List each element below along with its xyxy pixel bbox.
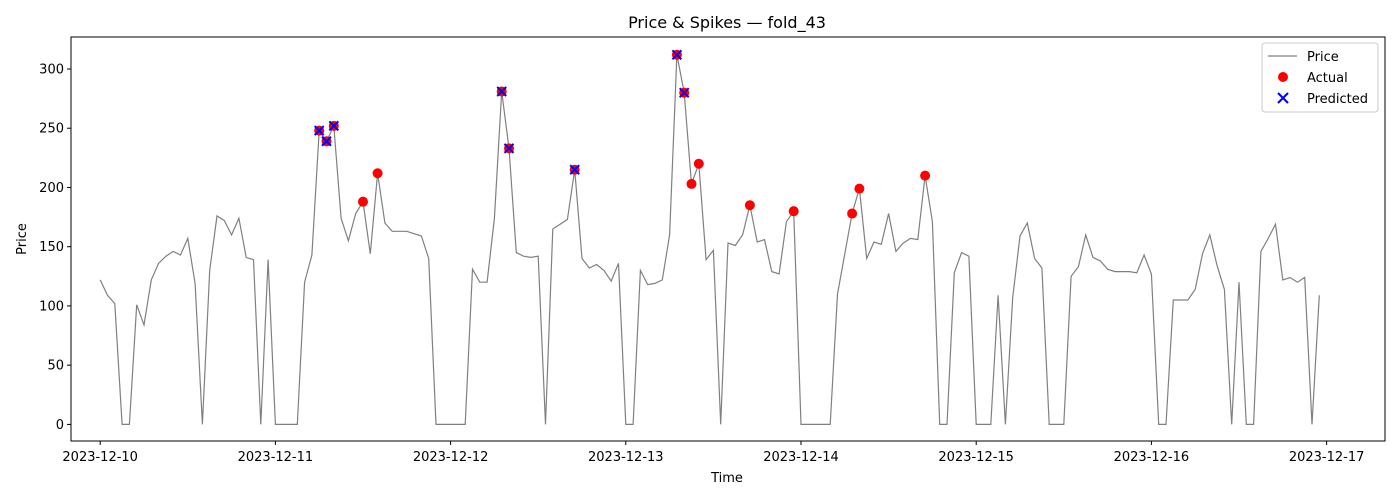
legend-predicted-label: Predicted [1307,92,1368,107]
x-axis-ticks: 2023-12-10 2023-12-11 2023-12-12 2023-12-13… [62,441,1364,465]
x-tick-label: 2023-12-12 [413,450,489,465]
actual-spike-point [920,170,931,181]
predicted-marker-stroke [321,136,332,147]
actual-spike-point [788,206,799,217]
actual-spike-point [854,183,865,194]
series-layer [99,49,1320,425]
x-tick-label: 2023-12-13 [588,450,664,465]
x-tick-label: 2023-12-16 [1114,450,1190,465]
x-axis-label: Time [710,471,743,486]
predicted-spike-marker [321,136,332,147]
predicted-marker-stroke [569,164,580,175]
x-tick-label: 2023-12-14 [763,450,839,465]
actual-spike-point [358,196,368,207]
predicted-spike-marker [496,86,507,97]
actual-spike-point [686,178,697,189]
predicted-marker-stroke [678,87,690,98]
predicted-spike-marker [671,49,683,60]
y-tick-label: 50 [47,359,64,374]
actual-spike-point [372,168,383,179]
legend-predicted-swatch [1277,92,1289,104]
y-tick-label: 150 [39,240,64,255]
actual-spike-point [693,158,704,169]
predicted-spike-marker [313,125,325,136]
y-tick-label: 0 [56,418,64,433]
predicted-marker-stroke [503,143,515,154]
plot-frame [70,36,1386,442]
predicted-marker-stroke [313,125,325,136]
y-tick-label: 300 [39,62,64,77]
legend-price-label: Price [1307,50,1339,65]
actual-spike-point [744,200,755,211]
predicted-marker-stroke [328,120,340,132]
x-tick-label: 2023-12-15 [938,450,1014,465]
x-tick-label: 2023-12-11 [238,450,314,465]
legend: Price Actual Predicted [1261,42,1379,113]
legend-actual-swatch [1278,72,1288,82]
predicted-marker-stroke [671,49,683,60]
chart-title: Price & Spikes — fold_43 [628,13,826,33]
predicted-spike-marker [678,87,690,98]
x-tick-label: 2023-12-10 [62,450,138,465]
predicted-spike-marker [328,120,340,132]
predicted-marker-stroke [496,86,507,97]
actual-spike-point [847,208,858,219]
legend-frame [1261,42,1379,113]
legend-actual-label: Actual [1307,71,1348,86]
y-axis-label: Price [15,223,30,255]
price-line [99,54,1320,425]
y-tick-label: 100 [39,299,64,314]
y-tick-label: 250 [39,122,64,137]
y-tick-label: 200 [39,181,64,196]
predicted-spike-marker [569,164,580,175]
y-axis-ticks: 0 50 100 150 200 250 300 [39,62,71,433]
predicted-spike-marker [503,143,515,154]
x-tick-label: 2023-12-17 [1289,450,1365,465]
